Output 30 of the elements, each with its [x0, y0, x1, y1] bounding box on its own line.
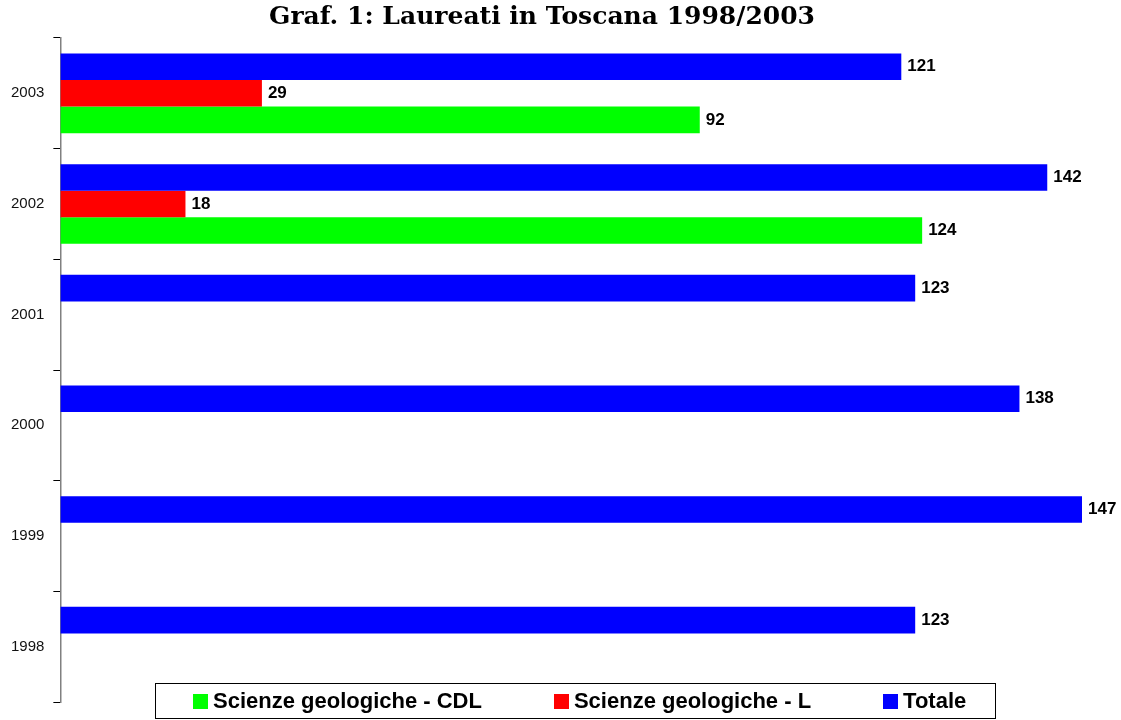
y-tick-label: 2002 [10, 194, 45, 212]
data-label: 18 [191, 193, 211, 213]
data-label: 124 [928, 220, 958, 240]
chart-title: Graf. 1: Laureati in Toscana 1998/2003 [269, 0, 815, 30]
y-tick-label: 2000 [10, 415, 45, 433]
bar [60, 106, 700, 134]
data-label: 138 [1025, 388, 1054, 408]
bar [60, 164, 1048, 191]
bar [60, 217, 923, 244]
y-tick-label: 1999 [10, 526, 45, 544]
y-tick-label: 2001 [10, 304, 45, 322]
legend-label: Totale [903, 688, 967, 714]
bar [60, 385, 1020, 413]
data-label: 121 [907, 56, 936, 76]
y-tick-label: 2003 [10, 83, 45, 101]
data-label: 142 [1053, 167, 1082, 187]
data-label: 123 [921, 277, 950, 297]
legend-label: Scienze geologiche - CDL [213, 688, 482, 714]
bar [60, 80, 262, 107]
bar [60, 190, 186, 218]
bar [60, 496, 1082, 523]
bar [60, 53, 902, 81]
y-tick-label: 1998 [10, 636, 45, 654]
data-label: 29 [267, 83, 287, 103]
legend-label: Scienze geologiche - L [573, 688, 812, 714]
bar [60, 274, 916, 302]
data-label: 147 [1088, 499, 1117, 519]
bar [60, 606, 916, 634]
data-label: 123 [921, 609, 950, 629]
data-label: 92 [705, 109, 725, 129]
